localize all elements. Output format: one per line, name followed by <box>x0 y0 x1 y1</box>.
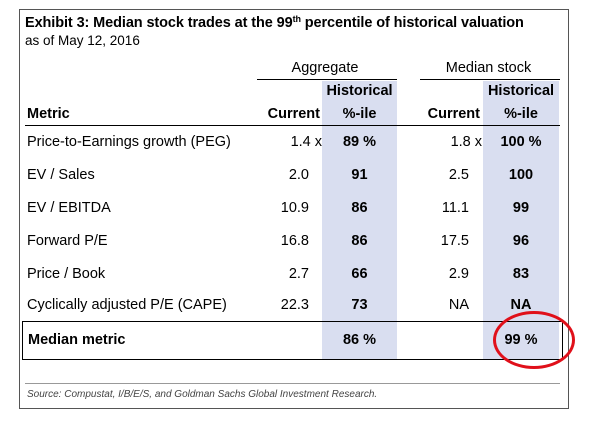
row-agg-current: 16.8 <box>280 233 309 249</box>
median-agg-percentile: 86 % <box>342 332 377 348</box>
row-med-current: 1.8 x <box>450 134 482 150</box>
row-med-current: 11.1 <box>441 200 469 216</box>
group-aggregate: Aggregate <box>291 60 359 76</box>
row-med-percentile: 100 <box>508 167 534 183</box>
row-metric: EV / Sales <box>27 167 95 183</box>
group-median-stock: Median stock <box>445 60 532 76</box>
row-metric: Forward P/E <box>27 233 108 249</box>
header-rule <box>25 125 560 126</box>
row-med-current: 17.5 <box>440 233 469 249</box>
row-med-percentile: 100 % <box>500 134 542 150</box>
row-agg-current: 22.3 <box>280 297 309 313</box>
header-med-percentile: %-ile <box>504 106 538 122</box>
header-agg-current: Current <box>267 106 320 122</box>
exhibit-frame <box>19 9 569 409</box>
row-agg-percentile: 89 % <box>342 134 377 150</box>
row-agg-percentile: 73 <box>351 297 368 313</box>
row-med-percentile: NA <box>510 297 532 313</box>
exhibit-title: Exhibit 3: Median stock trades at the 99… <box>25 14 524 31</box>
highlight-circle <box>493 311 575 369</box>
row-agg-current: 2.0 <box>288 167 309 183</box>
aggregate-percentile-shade <box>322 81 397 359</box>
row-agg-percentile: 86 <box>351 233 368 249</box>
row-med-percentile: 99 <box>512 200 530 216</box>
row-agg-percentile: 66 <box>351 266 368 282</box>
row-agg-current: 2.7 <box>288 266 309 282</box>
exhibit-subtitle: as of May 12, 2016 <box>25 33 140 48</box>
header-med-historical: Historical <box>487 83 555 99</box>
row-med-percentile: 83 <box>512 266 530 282</box>
row-agg-percentile: 91 <box>351 167 368 183</box>
header-agg-historical: Historical <box>326 83 393 99</box>
group-median-underline <box>420 79 560 80</box>
source-note: Source: Compustat, I/B/E/S, and Goldman … <box>27 389 378 400</box>
row-med-current: NA <box>448 297 469 313</box>
group-aggregate-underline <box>257 79 397 80</box>
median-metric-label: Median metric <box>28 332 126 348</box>
header-med-current: Current <box>427 106 480 122</box>
footer-rule <box>25 383 560 384</box>
row-med-current: 2.5 <box>448 167 469 183</box>
header-agg-percentile: %-ile <box>342 106 377 122</box>
row-metric: Price-to-Earnings growth (PEG) <box>27 134 231 150</box>
row-med-percentile: 96 <box>512 233 530 249</box>
row-metric: EV / EBITDA <box>27 200 111 216</box>
row-metric: Cyclically adjusted P/E (CAPE) <box>27 297 227 313</box>
row-med-current: 2.9 <box>448 266 469 282</box>
row-agg-percentile: 86 <box>351 200 368 216</box>
header-metric: Metric <box>27 106 70 122</box>
row-agg-current: 10.9 <box>280 200 309 216</box>
row-agg-current: 1.4 x <box>290 134 322 150</box>
row-metric: Price / Book <box>27 266 106 282</box>
